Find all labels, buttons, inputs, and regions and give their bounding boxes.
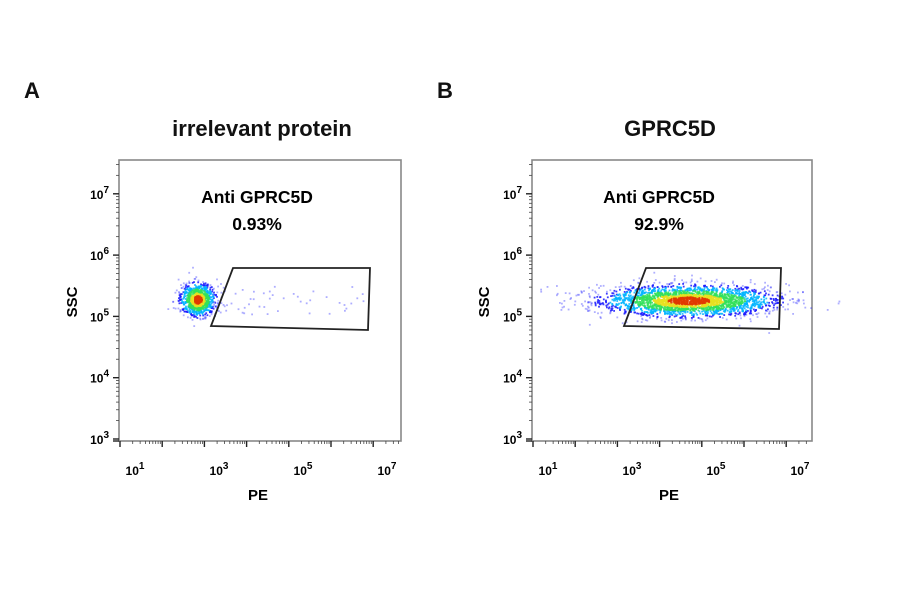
plot-b-x-label: PE (659, 487, 679, 504)
plot-b-gate (622, 267, 782, 330)
plot-a-gate-percent: 0.93% (232, 214, 282, 234)
tick-label: 103 (90, 430, 109, 447)
plot-a-frame (118, 159, 402, 442)
tick-label: 101 (539, 461, 558, 478)
tick-label: 107 (503, 185, 522, 202)
tick-label: 105 (707, 461, 726, 478)
tick-label: 104 (90, 369, 109, 386)
panel-title-a: irrelevant protein (172, 116, 352, 141)
panel-letter-b: B (437, 78, 453, 103)
plot-b-y-axis: 103 104 105 106 107 (503, 164, 532, 447)
tick-label: 107 (378, 461, 397, 478)
plot-b-gate-label: Anti GPRC5D (603, 187, 715, 207)
plot-a-y-axis: 103 104 105 106 107 (90, 164, 119, 447)
tick-label: 103 (623, 461, 642, 478)
tick-label: 103 (210, 461, 229, 478)
plot-b-gate-percent: 92.9% (634, 214, 684, 234)
plot-a-x-axis: 101 103 105 107 (113, 440, 400, 478)
plot-a-x-label: PE (248, 487, 268, 504)
tick-label: 105 (294, 461, 313, 478)
plot-a-y-label: SSC (64, 286, 81, 317)
tick-label: 104 (503, 369, 522, 386)
tick-label: 106 (90, 246, 109, 263)
plot-b-x-axis: 101 103 105 107 (526, 440, 810, 478)
plot-a-dots (167, 266, 365, 327)
tick-label: 107 (791, 461, 810, 478)
plot-a-gate (209, 267, 371, 331)
plot-b: 103 104 105 106 107 101 103 105 107 Anti GPRC5D… (476, 159, 841, 504)
tick-label: 103 (503, 430, 522, 447)
tick-label: 106 (503, 246, 522, 263)
plot-b-y-label: SSC (476, 286, 493, 317)
plot-b-dots (540, 271, 841, 334)
tick-label: 107 (90, 185, 109, 202)
plot-a: 103 104 105 106 107 101 103 105 107 Anti GPRC5D… (64, 159, 402, 504)
panel-title-b: GPRC5D (624, 116, 716, 141)
tick-label: 105 (503, 307, 522, 324)
plot-a-gate-label: Anti GPRC5D (201, 187, 313, 207)
panel-letter-a: A (24, 78, 40, 103)
tick-label: 101 (126, 461, 145, 478)
tick-label: 105 (90, 307, 109, 324)
